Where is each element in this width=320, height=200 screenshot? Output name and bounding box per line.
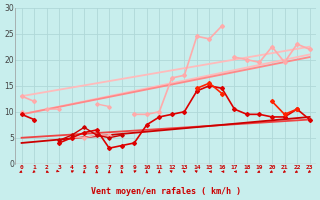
X-axis label: Vent moyen/en rafales ( km/h ): Vent moyen/en rafales ( km/h )	[91, 187, 241, 196]
